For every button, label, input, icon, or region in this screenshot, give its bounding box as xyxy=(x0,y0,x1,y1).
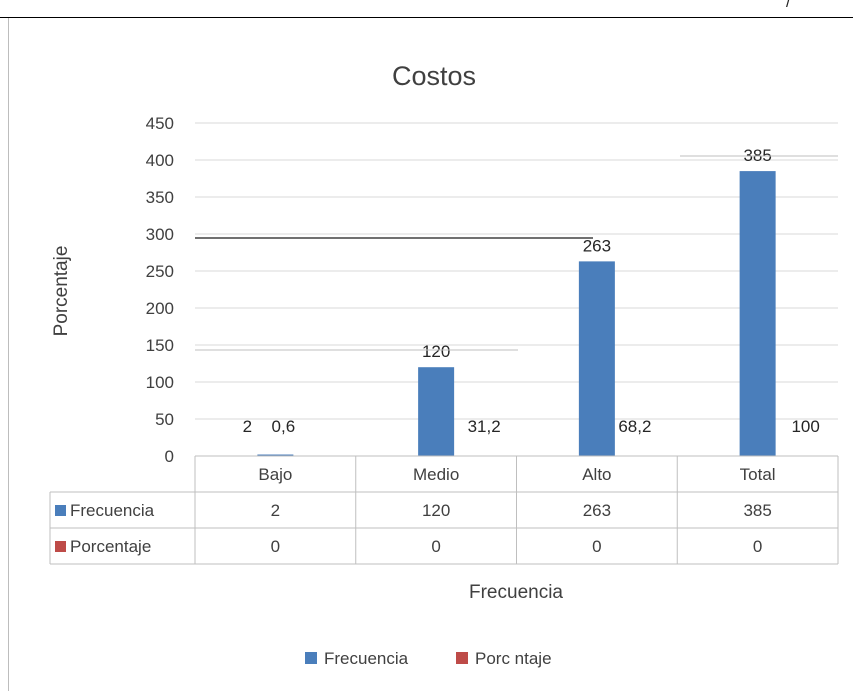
y-tick-label: 0 xyxy=(165,447,174,466)
y-tick-label: 250 xyxy=(146,262,174,281)
y-tick-label: 350 xyxy=(146,188,174,207)
x-tick-label: Medio xyxy=(413,465,459,484)
table-cell: 263 xyxy=(583,501,611,520)
page-corner-mark: / xyxy=(786,0,791,11)
legend-swatch xyxy=(456,652,468,664)
y-tick-label: 300 xyxy=(146,225,174,244)
legend-label: Porc ntaje xyxy=(475,649,552,668)
legend-swatch xyxy=(305,652,317,664)
legend: Frecuencia Porc ntaje xyxy=(305,649,552,668)
x-axis-label: Frecuencia xyxy=(469,582,563,603)
bar-frecuencia xyxy=(418,367,455,456)
gridlines xyxy=(195,122,838,420)
data-label-porcentaje: 31,2 xyxy=(468,417,501,436)
y-axis-label: Porcentaje xyxy=(51,246,72,337)
x-tick-label: Total xyxy=(740,465,776,484)
data-table: Bajo 2 0 Medio 120 0 Alto 263 0 Total 385 0 Frecuenc… xyxy=(49,455,839,565)
table-cell: 385 xyxy=(743,501,771,520)
bars xyxy=(257,171,776,456)
legend-label: Frecuencia xyxy=(324,649,409,668)
data-label-porcentaje: 0,6 xyxy=(272,417,296,436)
table-cell: 2 xyxy=(271,501,280,520)
y-tick-label: 400 xyxy=(146,151,174,170)
table-cell: 0 xyxy=(592,537,601,556)
y-tick-label: 200 xyxy=(146,299,174,318)
data-label-frecuencia: 120 xyxy=(422,342,450,361)
table-series-key xyxy=(55,505,66,516)
table-series-key xyxy=(55,541,66,552)
y-tick-label: 450 xyxy=(146,114,174,133)
x-tick-label: Alto xyxy=(582,465,611,484)
data-label-frecuencia: 263 xyxy=(583,236,611,255)
table-cell: 0 xyxy=(753,537,762,556)
table-cell: 120 xyxy=(422,501,450,520)
page-left-rule xyxy=(8,18,9,691)
bar-frecuencia xyxy=(578,261,615,456)
table-cell: 0 xyxy=(431,537,440,556)
x-tick-label: Bajo xyxy=(258,465,292,484)
table-series-name: Porcentaje xyxy=(70,537,151,556)
bar-frecuencia xyxy=(739,171,776,456)
data-label-porcentaje: 68,2 xyxy=(618,417,651,436)
table-cell: 0 xyxy=(271,537,280,556)
y-tick-label: 150 xyxy=(146,336,174,355)
y-axis-ticks: 0 50 100 150 200 250 300 350 400 450 xyxy=(146,114,174,466)
table-series-name: Frecuencia xyxy=(70,501,155,520)
bar-frecuencia xyxy=(257,454,294,456)
page-top-rule xyxy=(0,17,853,18)
y-tick-label: 50 xyxy=(155,410,174,429)
y-tick-label: 100 xyxy=(146,373,174,392)
data-label-porcentaje: 100 xyxy=(791,417,819,436)
data-label-frecuencia: 2 xyxy=(243,417,252,436)
chart-title: Costos xyxy=(392,61,476,91)
